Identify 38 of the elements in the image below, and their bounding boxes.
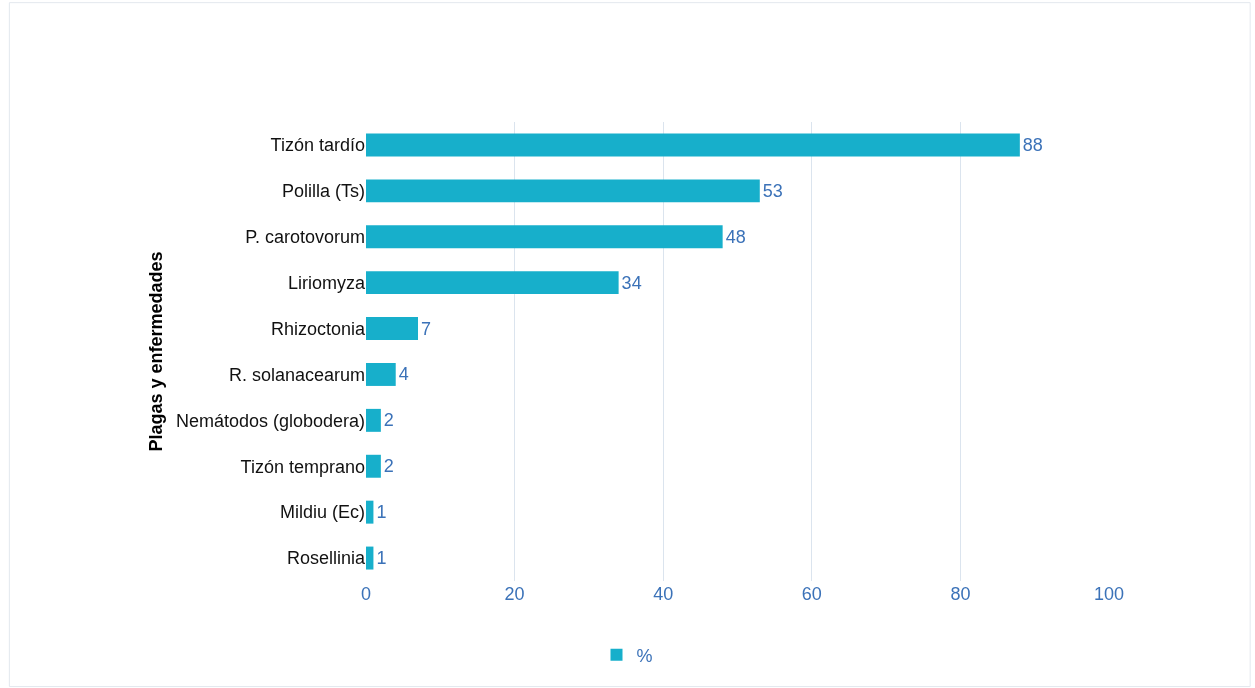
data-label: 4: [398, 364, 409, 385]
y-tick-label: Tizón tardío: [270, 135, 365, 156]
bar: [366, 454, 381, 478]
bar: [366, 133, 1020, 157]
x-tick-label: 0: [360, 584, 372, 604]
x-tick-label: 60: [801, 584, 822, 604]
y-tick-label: Rhizoctonia: [270, 318, 366, 339]
bar: [366, 500, 374, 524]
y-tick-label: Mildiu (Ec): [279, 502, 365, 523]
bar: [366, 225, 723, 249]
data-label: 48: [725, 226, 746, 247]
data-label: 88: [1022, 134, 1043, 155]
legend-label: %: [636, 645, 653, 666]
y-tick-label: Nemátodos (globodera): [175, 410, 365, 431]
y-tick-label: R. solanacearum: [228, 364, 365, 385]
x-tick-label: 20: [504, 584, 525, 604]
x-tick-label: 40: [653, 584, 674, 604]
bar: [366, 317, 419, 341]
data-label: 7: [421, 318, 432, 339]
y-axis-title: Plagas y enfermedades: [146, 251, 167, 452]
bar: [366, 408, 381, 432]
data-label: 1: [376, 502, 387, 523]
x-tick-label: 80: [950, 584, 971, 604]
y-tick-label: Polilla (Ts): [281, 181, 365, 202]
data-label: 1: [376, 548, 387, 569]
data-label: 53: [762, 180, 783, 201]
y-tick-label: P. carotovorum: [245, 227, 365, 248]
x-tick-label: 100: [1093, 584, 1125, 604]
bar: [366, 179, 760, 203]
data-label: 2: [383, 456, 394, 477]
y-tick-label: Rosellinia: [286, 548, 366, 569]
bar: [366, 362, 396, 386]
bar: [366, 271, 619, 295]
y-tick-label: Tizón temprano: [240, 456, 365, 477]
y-tick-label: Liriomyza: [287, 272, 366, 293]
data-label: 34: [621, 272, 642, 293]
bar: [366, 546, 374, 570]
data-label: 2: [383, 410, 394, 431]
